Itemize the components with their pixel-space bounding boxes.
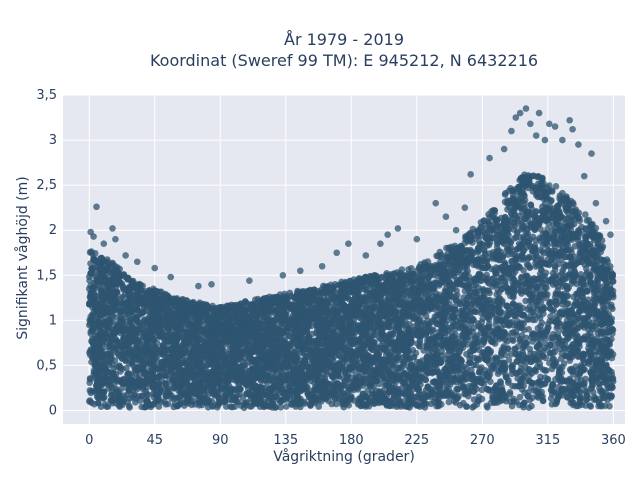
scatter-point (408, 265, 415, 272)
scatter-point (501, 198, 509, 206)
scatter-point (570, 293, 577, 301)
chart-title-line2: Koordinat (Sweref 99 TM): E 945212, N 64… (150, 51, 538, 70)
scatter-point (402, 392, 410, 400)
scatter-point (445, 398, 453, 406)
scatter-point (583, 265, 590, 272)
scatter-point (119, 284, 127, 291)
scatter-point (516, 393, 524, 401)
scatter-point (582, 211, 589, 218)
scatter-point (552, 183, 560, 190)
scatter-point (223, 403, 230, 410)
scatter-point (470, 396, 478, 403)
scatter-point (551, 243, 559, 250)
scatter-point (102, 401, 109, 408)
chart-title-line1: År 1979 - 2019 (284, 30, 404, 49)
scatter-point (520, 267, 527, 274)
data-points (85, 105, 617, 412)
scatter-point (473, 401, 481, 408)
scatter-point (609, 287, 617, 295)
scatter-point (472, 289, 479, 297)
scatter-point (493, 237, 501, 244)
scatter-point (383, 270, 390, 277)
scatter-point (574, 375, 581, 382)
scatter-point (460, 294, 468, 301)
scatter-point (364, 387, 371, 395)
scatter-point (587, 403, 594, 410)
scatter-point (478, 386, 486, 394)
scatter-point (123, 364, 130, 372)
scatter-point (398, 266, 406, 273)
